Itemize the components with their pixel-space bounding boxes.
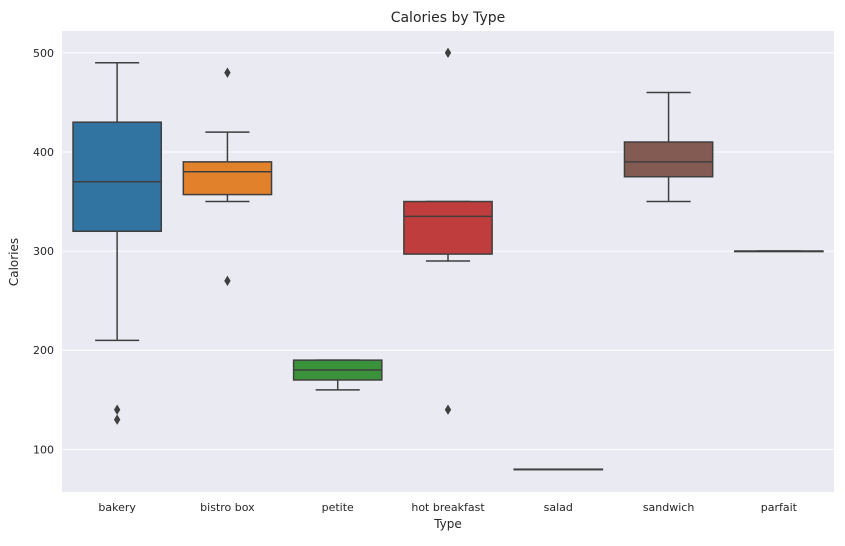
box-bistro-box [182, 67, 273, 287]
y-axis-label: Calories [7, 238, 21, 286]
box-layer [72, 47, 824, 471]
x-tick-label: hot breakfast [411, 501, 485, 514]
x-tick-label: parfait [761, 501, 798, 514]
box-iqr [72, 121, 163, 233]
outlier-point [444, 404, 452, 415]
y-tick-labels: 100 200 300 400 500 [33, 47, 54, 457]
box-petite [292, 359, 383, 391]
x-tick-label: salad [544, 501, 573, 514]
box-sandwich [623, 91, 714, 203]
y-tick-label: 400 [33, 146, 54, 159]
box-hot-breakfast [403, 47, 493, 415]
box-iqr [182, 161, 273, 196]
y-tick-label: 100 [33, 443, 54, 456]
box-bakery [72, 61, 163, 425]
y-tick-label: 200 [33, 344, 54, 357]
outlier-point [113, 414, 121, 425]
y-tick-label: 300 [33, 245, 54, 258]
x-tick-label: sandwich [643, 501, 695, 514]
outlier-point [224, 275, 231, 287]
x-tick-label: bakery [98, 501, 136, 514]
outlier-point [113, 404, 121, 415]
box-salad [513, 468, 604, 471]
box-iqr [403, 200, 493, 255]
box-iqr [623, 141, 714, 178]
y-tick-label: 500 [33, 47, 54, 60]
x-axis-label: Type [433, 517, 462, 531]
box-parfait [733, 250, 824, 253]
outlier-point [444, 47, 452, 59]
x-tick-label: bistro box [200, 501, 255, 514]
x-tick-labels: bakery bistro box petite hot breakfast salad… [98, 501, 797, 514]
chart-title: Calories by Type [391, 10, 506, 26]
outlier-point [224, 67, 231, 78]
x-tick-label: petite [322, 501, 354, 514]
